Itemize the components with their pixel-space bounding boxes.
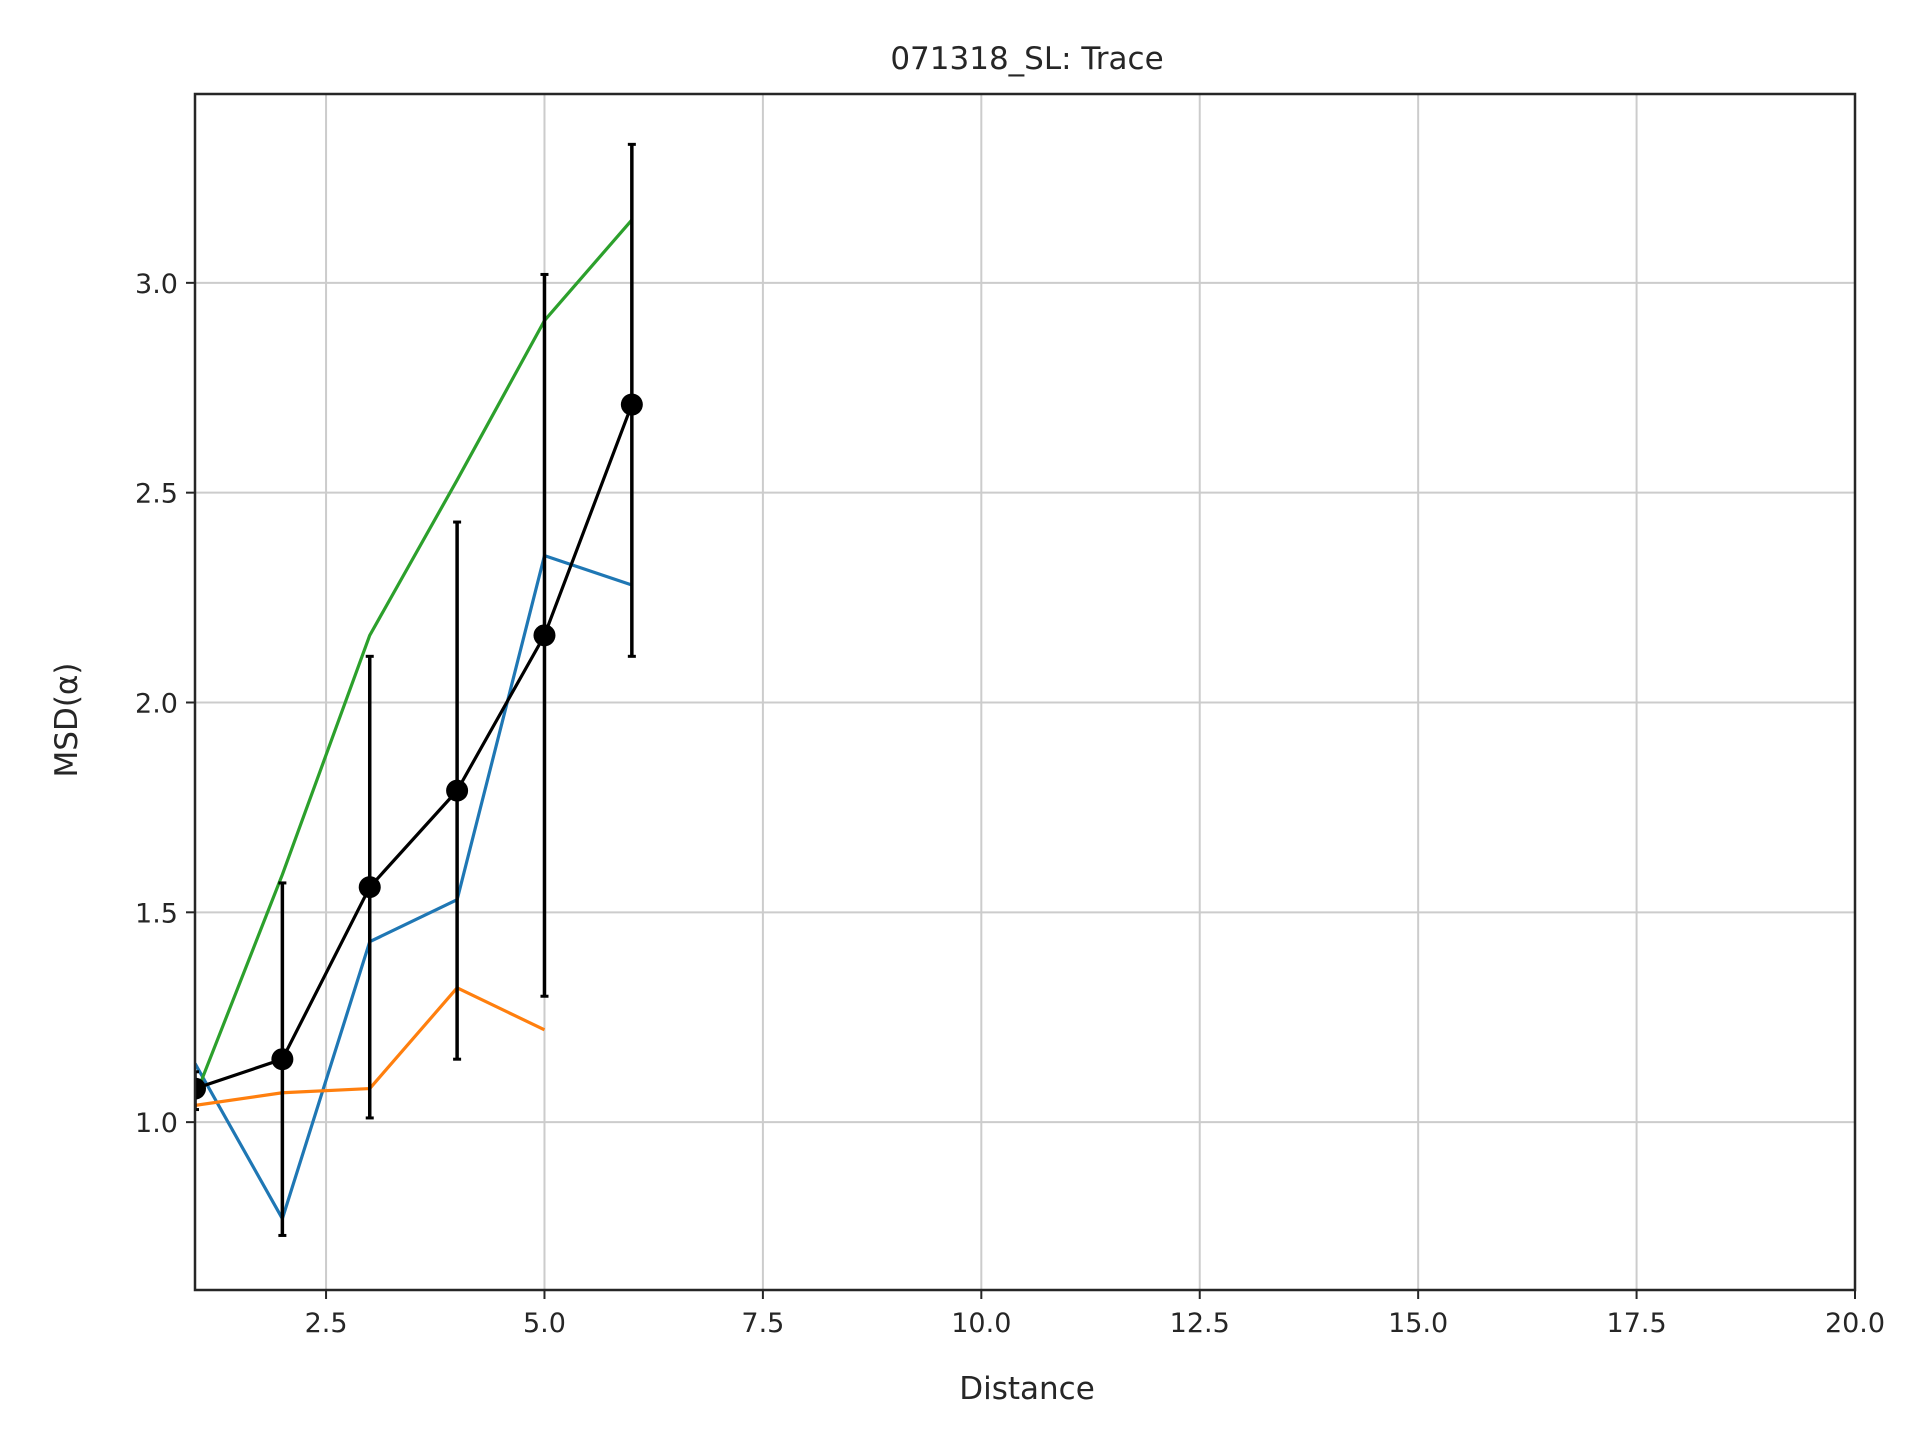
y-tick-label: 2.5 [135, 479, 178, 510]
x-tick-label: 5.0 [523, 1308, 566, 1339]
x-tick-label: 20.0 [1825, 1308, 1885, 1339]
data-point [271, 1048, 294, 1071]
data-point [195, 1077, 206, 1100]
x-tick-label: 2.5 [305, 1308, 348, 1339]
series-line-3 [195, 403, 634, 1091]
y-axis-title: MSD(α) [49, 663, 85, 778]
x-axis-title: Distance [959, 1371, 1095, 1407]
y-tick-label: 2.0 [135, 688, 178, 719]
y-tick-label: 3.0 [135, 269, 178, 300]
series-line-0 [195, 554, 633, 1221]
data-point [358, 876, 381, 899]
series-group [195, 142, 643, 1237]
x-tick-label: 10.0 [951, 1308, 1011, 1339]
x-tick-label: 17.5 [1607, 1308, 1667, 1339]
y-tick-label: 1.0 [135, 1108, 178, 1139]
x-tick-label: 15.0 [1388, 1308, 1448, 1339]
data-point [620, 393, 643, 416]
data-point [533, 624, 556, 647]
data-series [195, 142, 643, 1237]
axis-ticks: 2.5 5.0 7.5 10.0 12.5 15.0 17.5 20.0 1.0 1.5 2.0 2.… [135, 269, 1885, 1339]
data-point [446, 779, 469, 802]
series-line-2 [195, 218, 634, 1098]
chart-title: 071318_SL: Trace [890, 41, 1163, 77]
x-tick-label: 12.5 [1170, 1308, 1230, 1339]
y-tick-label: 1.5 [135, 898, 178, 929]
x-tick-label: 7.5 [741, 1308, 784, 1339]
plot-frame [193, 92, 1857, 1292]
grid-lines [195, 94, 1856, 1290]
